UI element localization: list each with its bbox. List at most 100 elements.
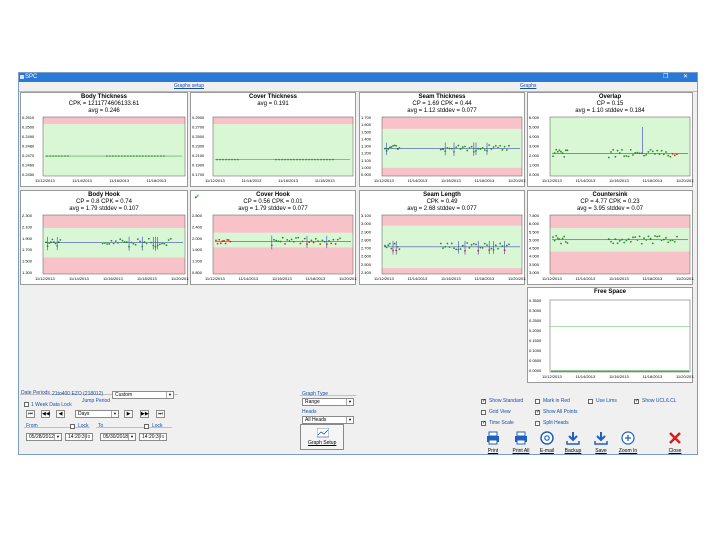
x-tick-label: 11/18/2013	[147, 178, 167, 183]
data-point	[618, 152, 621, 154]
chart-stat-line: avg = 0.246	[88, 108, 120, 114]
chart-stat-line: avg = 1.79 stddev = 0.107	[69, 206, 139, 212]
y-tick-label: 2.900	[361, 229, 372, 234]
from-lock-label: Lock	[78, 423, 89, 429]
data-point	[612, 242, 615, 245]
data-point	[229, 240, 232, 243]
data-point	[237, 158, 239, 161]
data-point	[614, 155, 617, 158]
chart-stat-line: CPK = 0.49	[426, 199, 458, 205]
graph-setup-button[interactable]: Graph Setup	[300, 424, 344, 450]
option-checkbox[interactable]	[481, 410, 486, 415]
y-tick-label: 2.500	[361, 262, 372, 267]
data-point	[446, 242, 449, 245]
data-point	[446, 147, 449, 149]
data-point	[158, 243, 161, 246]
x-tick-label: 11/14/2013	[408, 178, 428, 183]
data-point	[439, 242, 442, 245]
from-date-picker[interactable]: 05/28/2012 ▼	[26, 433, 62, 441]
week-lock-checkbox[interactable]	[24, 402, 29, 407]
data-point	[629, 240, 632, 243]
from-lock-checkbox[interactable]	[70, 424, 75, 429]
data-point	[305, 158, 307, 161]
option-checkbox[interactable]: ✓	[481, 398, 487, 404]
data-point	[656, 149, 659, 152]
graph-type-label: Graph Type	[302, 391, 329, 397]
chart-panel[interactable]: Seam Thickness CP = 1.69 CPK = 0.44 avg = …	[359, 92, 526, 187]
chart-panel[interactable]: Body Hook CP = 0.8 CPK = 0.74 avg = 1.79 s…	[20, 190, 189, 285]
to-date-picker[interactable]: 05/30/2018 ▼	[100, 433, 136, 441]
data-point	[621, 238, 623, 241]
from-time-input[interactable]: 14:20:39 ⇕	[65, 433, 93, 441]
data-point	[275, 239, 278, 242]
print-button[interactable]: Print	[482, 430, 504, 458]
fast-forward-button[interactable]: ▶▶	[140, 410, 149, 418]
data-point	[299, 242, 302, 245]
data-point	[563, 235, 566, 238]
period-select-value: Custom	[115, 392, 133, 398]
data-point	[662, 238, 665, 241]
fast-back-button[interactable]: ◀◀	[41, 410, 50, 418]
chart-stat-line: CP = 1.69 CPK = 0.44	[412, 101, 472, 107]
tab-graphs[interactable]: Graphs	[520, 83, 537, 89]
data-point	[55, 155, 57, 157]
option-label: Use Lims	[596, 398, 617, 404]
data-point	[505, 244, 508, 247]
tab-graphs-setup[interactable]: Graphs setup	[174, 83, 205, 89]
prev-period-button[interactable]: ◀	[56, 410, 65, 418]
x-tick-label: 11/12/2013	[35, 178, 55, 183]
chart-panel[interactable]: Cover Hook CP = 0.56 CPK = 0.01 avg = 1.79…	[190, 190, 357, 285]
option-checkbox[interactable]	[535, 421, 540, 426]
option-checkbox[interactable]: ✓	[634, 398, 640, 404]
period-unit-select[interactable]: Days ▼	[75, 410, 119, 418]
data-point	[326, 158, 328, 161]
option-checkbox[interactable]	[535, 399, 540, 404]
data-point	[45, 241, 47, 244]
chart-panel[interactable]: Countersink CP = 4.77 CPK = 0.23 avg = 3.9…	[527, 190, 694, 285]
data-point	[643, 154, 645, 157]
x-tick-label: 11/18/2013	[643, 178, 663, 183]
period-select[interactable]: Custom ▼	[112, 391, 174, 399]
graph-type-group	[300, 395, 356, 396]
chart-panel[interactable]: Overlap CP = 0.15 avg = 1.10 stddev = 0.18…	[527, 92, 694, 187]
restore-icon[interactable]: ❐	[663, 74, 669, 80]
chart-title: Cover Thickness	[248, 94, 298, 100]
backup-button[interactable]: Backup	[562, 430, 584, 458]
option-checkbox[interactable]: ✓	[535, 409, 541, 415]
data-point	[470, 243, 473, 246]
first-period-button[interactable]: ⏮	[26, 410, 35, 418]
x-tick-label: 11/20/2013	[676, 374, 694, 379]
x-tick-label: 11/18/2013	[315, 178, 335, 183]
chart-plot: 0.2900 0.2700 0.2500 0.2300 0.2100 0.1900 0.17…	[192, 115, 354, 183]
y-tick-label: 2.600	[361, 254, 372, 259]
data-points	[215, 158, 350, 161]
heads-select[interactable]: All Heads ▼	[302, 416, 354, 424]
data-point	[156, 244, 159, 247]
data-point	[649, 237, 652, 240]
chart-panel[interactable]: Body Thickness CPK = 1211774606133.61 avg …	[20, 92, 188, 187]
chart-panel[interactable]: Free Space 0.3500 0.3000 0.2500 0.2000 0.1500…	[527, 287, 694, 383]
to-time-input[interactable]: 14:20:39 ⇕	[139, 433, 167, 441]
save-button[interactable]: Save	[590, 430, 612, 458]
to-lock-checkbox[interactable]	[144, 424, 149, 429]
graph-type-select[interactable]: Range ▼	[302, 398, 354, 406]
chart-panel[interactable]: Seam Length CPK = 0.49 avg = 2.68 stddev =…	[359, 190, 526, 285]
data-point	[136, 155, 138, 157]
next-period-button[interactable]: ▶	[124, 410, 133, 418]
option-checkbox[interactable]: ✓	[481, 420, 487, 426]
chart-panel[interactable]: Cover Thickness avg = 0.191 0.2900 0.2700 0.…	[190, 92, 356, 187]
last-period-button[interactable]: ⏭	[156, 410, 165, 418]
toolbar-label: Backup	[564, 448, 582, 454]
close-button[interactable]: Close	[664, 430, 686, 458]
zoom-in-button[interactable]: Zoom In	[617, 430, 639, 458]
print-all-button[interactable]: Print All	[510, 430, 532, 458]
email-button[interactable]: E-mail	[536, 430, 558, 458]
data-point	[139, 155, 141, 157]
data-point	[385, 246, 388, 249]
to-date-value: 05/30/2018	[103, 434, 129, 440]
graph-type-value: Range	[305, 399, 320, 405]
close-window-icon[interactable]: ✕	[683, 74, 689, 80]
option-checkbox[interactable]	[588, 399, 593, 404]
data-point	[501, 245, 504, 247]
y-tick-label: 3.100	[361, 213, 372, 218]
